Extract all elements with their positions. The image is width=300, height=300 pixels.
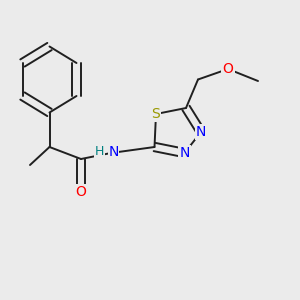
Text: N: N <box>179 146 190 160</box>
Text: N: N <box>108 145 118 158</box>
Text: O: O <box>76 185 86 199</box>
Text: O: O <box>223 62 233 76</box>
Text: N: N <box>196 125 206 139</box>
Text: S: S <box>152 107 160 121</box>
Text: H: H <box>95 145 104 158</box>
